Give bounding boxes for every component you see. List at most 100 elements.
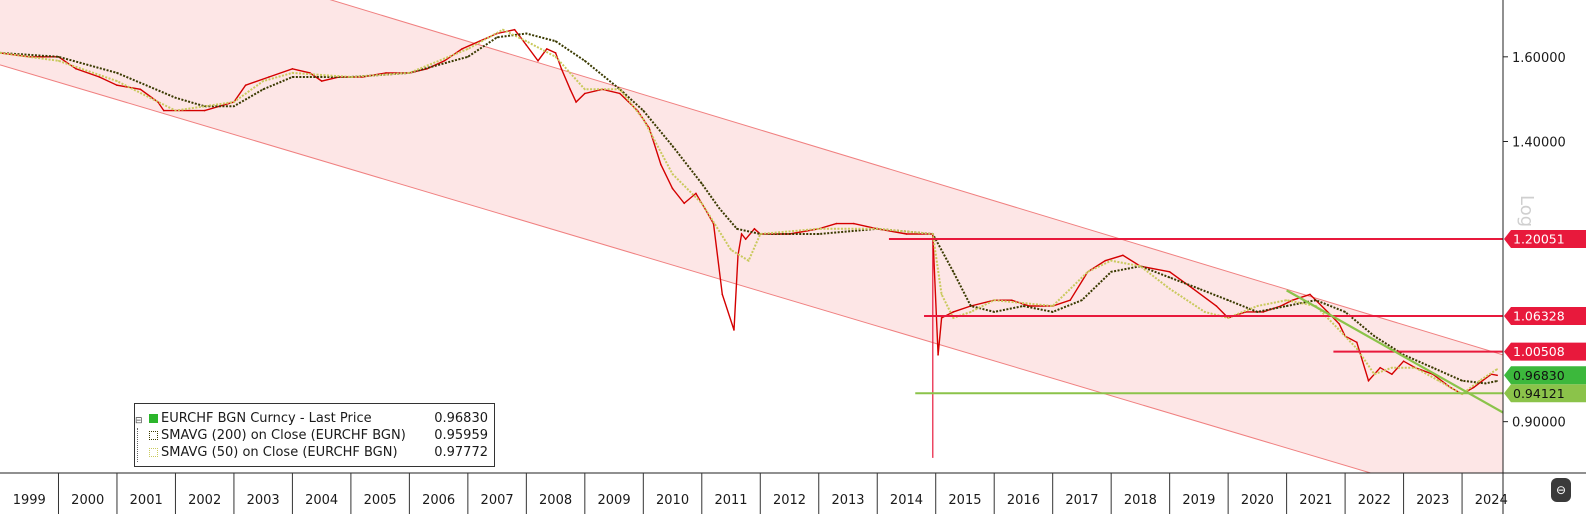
series-point — [525, 40, 528, 42]
series-point — [174, 109, 177, 112]
legend-swatch-smavg-50 — [149, 448, 158, 457]
channel-lower-line — [0, 64, 1373, 473]
price-badge-label: 0.94121 — [1513, 386, 1565, 401]
legend-item-last-price[interactable]: EURCHF BGN Curncy - Last Price 0.96830 — [145, 410, 488, 427]
zoom-out-icon[interactable]: ⊖ — [1551, 478, 1571, 502]
series-point — [554, 56, 557, 58]
series-line-smavg-200 — [0, 32, 1498, 385]
legend-value: 0.97772 — [434, 445, 488, 460]
legend-label: EURCHF BGN Curncy - Last Price — [161, 411, 372, 426]
channel-fill — [0, 0, 1503, 473]
series-point — [1069, 299, 1072, 302]
series-point — [1379, 366, 1381, 369]
y-tick-label: 1.40000 — [1512, 135, 1566, 150]
series-point — [233, 105, 235, 108]
series-point — [1051, 305, 1054, 307]
series-point — [525, 44, 528, 46]
x-tick-label: 2022 — [1358, 493, 1391, 508]
series-point — [350, 76, 352, 78]
series-point — [671, 187, 674, 190]
series-point — [262, 80, 264, 82]
series-point — [57, 59, 60, 62]
series-point — [642, 109, 645, 112]
series-point — [1110, 259, 1112, 262]
x-tick-label: 2003 — [247, 493, 280, 508]
series-point — [952, 311, 955, 313]
series-point — [1285, 305, 1288, 307]
series-point — [619, 92, 621, 95]
series-point — [560, 68, 563, 70]
legend-item-smavg-200[interactable]: SMAVG (200) on Close (EURCHF BGN) 0.9595… — [145, 427, 488, 444]
series-point — [1139, 265, 1142, 268]
series-point — [671, 145, 674, 147]
price-badge: 0.94121 — [1504, 384, 1586, 403]
price-badge-label: 1.20051 — [1513, 231, 1565, 246]
series-point — [0, 52, 1, 54]
series-point — [502, 28, 504, 31]
price-badge: 1.00508 — [1504, 342, 1586, 361]
series-point — [940, 317, 943, 319]
series-point — [753, 227, 756, 230]
series-point — [993, 311, 996, 313]
series-point — [1168, 276, 1171, 279]
legend-label: SMAVG (50) on Close (EURCHF BGN) — [161, 445, 398, 460]
series-point — [1203, 311, 1206, 313]
series-point — [931, 233, 934, 235]
legend-value: 0.96830 — [434, 411, 488, 426]
price-badge: 1.20051 — [1504, 229, 1586, 248]
series-point — [116, 72, 118, 74]
series-point — [75, 68, 77, 70]
x-tick-label: 2021 — [1299, 493, 1332, 508]
series-point — [1496, 368, 1498, 370]
series-point — [244, 84, 247, 86]
series-point — [695, 192, 697, 195]
series-point — [1081, 299, 1083, 302]
legend-tree-line — [137, 428, 139, 462]
series-point — [1332, 323, 1335, 325]
x-tick-label: 2023 — [1416, 493, 1449, 508]
collapse-icon[interactable]: ⊟ — [135, 416, 143, 426]
series-point — [642, 118, 645, 121]
legend-box[interactable]: ⊟ EURCHF BGN Curncy - Last Price 0.96830… — [134, 403, 495, 467]
price-badge-bg — [1504, 384, 1586, 403]
series-point — [139, 88, 142, 91]
x-tick-label: 2009 — [598, 493, 631, 508]
series-point — [1104, 259, 1107, 262]
series-point — [1373, 373, 1376, 375]
series-point — [1315, 299, 1317, 302]
price-badge-bg — [1504, 306, 1586, 325]
series-point — [1227, 299, 1229, 302]
channel-upper-line — [329, 0, 1503, 356]
x-tick-label: 2012 — [773, 493, 806, 508]
series-point — [619, 88, 621, 91]
legend-label: SMAVG (200) on Close (EURCHF BGN) — [161, 428, 406, 443]
series-point — [162, 109, 165, 112]
series-point — [584, 59, 586, 62]
x-tick-label: 2000 — [71, 493, 104, 508]
x-tick-label: 2004 — [305, 493, 338, 508]
series-point — [1168, 270, 1171, 273]
series-point — [98, 76, 101, 78]
x-tick-label: 2015 — [948, 493, 981, 508]
series-point — [443, 59, 446, 62]
series-point — [320, 80, 323, 82]
series-point — [853, 222, 855, 225]
x-tick-label: 2008 — [539, 493, 572, 508]
series-point — [575, 101, 577, 103]
series-point — [718, 207, 721, 210]
x-tick-label: 2017 — [1065, 493, 1098, 508]
series-point — [1022, 305, 1025, 307]
series-point — [1373, 335, 1376, 337]
series-point — [203, 109, 206, 112]
series-point — [683, 202, 686, 205]
series-point — [759, 233, 762, 235]
series-point — [268, 76, 270, 78]
series-point — [1110, 270, 1112, 273]
x-tick-label: 2011 — [714, 493, 747, 508]
series-point — [671, 173, 674, 175]
series-point — [584, 88, 586, 91]
x-tick-label: 2016 — [1007, 493, 1040, 508]
legend-item-smavg-50[interactable]: SMAVG (50) on Close (EURCHF BGN) 0.97772 — [145, 444, 488, 461]
series-point — [1227, 317, 1229, 319]
